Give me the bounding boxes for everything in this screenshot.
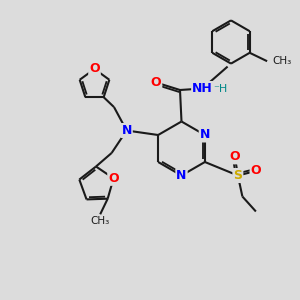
Text: O: O bbox=[230, 150, 240, 164]
Text: NH: NH bbox=[192, 82, 213, 95]
Text: N: N bbox=[200, 128, 210, 142]
Text: N: N bbox=[176, 169, 187, 182]
Text: O: O bbox=[108, 172, 119, 185]
Text: ⁻H: ⁻H bbox=[213, 84, 227, 94]
Text: CH₃: CH₃ bbox=[272, 56, 292, 66]
Text: O: O bbox=[89, 62, 100, 76]
Text: N: N bbox=[122, 124, 132, 137]
Text: O: O bbox=[151, 76, 161, 89]
Text: CH₃: CH₃ bbox=[91, 216, 110, 226]
Text: S: S bbox=[233, 169, 242, 182]
Text: O: O bbox=[250, 164, 261, 178]
